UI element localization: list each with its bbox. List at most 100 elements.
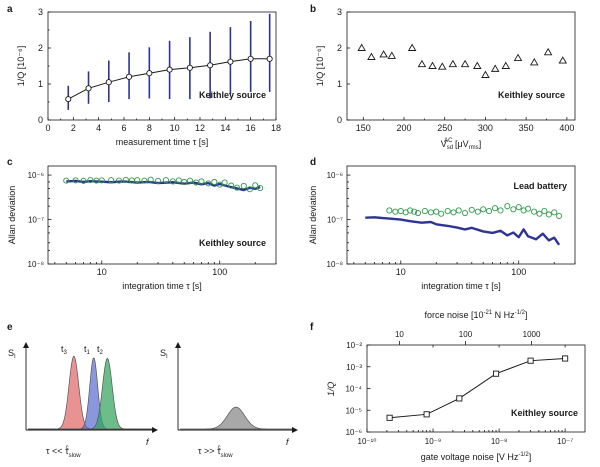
data-point-circle (246, 186, 253, 193)
y-tick-label: 10⁻⁷ (28, 216, 44, 225)
data-point-circle (536, 210, 543, 217)
data-point-triangle (473, 61, 482, 69)
x-tick-label: 250 (437, 123, 452, 133)
x-tick-label: 300 (478, 123, 493, 133)
data-point-triangle (428, 61, 437, 69)
x-tick-label: 150 (356, 123, 371, 133)
panel-e-right-ylabel: SI (160, 348, 168, 360)
data-point-circle (525, 205, 532, 212)
panel-c-annotation: Keithley source (199, 238, 266, 248)
y-tick-label: 10⁻³ (346, 363, 362, 372)
data-point-circle (427, 209, 434, 216)
top-x-tick-label: 1000 (523, 330, 541, 339)
data-point-circle (444, 208, 451, 215)
panel-b-annotation: Keithley source (498, 90, 565, 100)
data-point-circle (414, 209, 422, 217)
series-line (389, 357, 566, 419)
data-point-circle (205, 180, 212, 187)
panel-letter-c: c (7, 157, 13, 168)
data-point-triangle (448, 59, 458, 68)
panel-d-marks (365, 203, 563, 246)
data-point-triangle (481, 70, 490, 78)
data-point (126, 73, 133, 80)
data-point-square (423, 411, 430, 418)
panel-letter-f: f (310, 322, 314, 333)
data-point-circle (122, 176, 129, 183)
data-point-circle (474, 208, 481, 215)
data-point-circle (455, 207, 462, 214)
x-tick-label: 14 (220, 123, 230, 133)
data-point-triangle (558, 56, 568, 64)
peak-label-t3: t3 (61, 344, 68, 356)
panel-e-left-axes (23, 342, 158, 433)
panel-a-marks (65, 13, 273, 110)
peak-label-t1: t1 (84, 344, 91, 356)
data-point-circle (257, 185, 264, 192)
data-point-circle (497, 207, 504, 214)
panel-letter-d: d (310, 157, 316, 168)
data-point-circle (175, 177, 182, 184)
data-point-circle (198, 178, 205, 185)
x-tick-label: 10⁻⁷ (557, 437, 573, 446)
panel-a-annotation: Keithley source (199, 90, 266, 100)
panel-f-ylabel: 1/Q (326, 382, 336, 397)
data-point-circle (108, 177, 115, 184)
peak-broad (180, 406, 292, 430)
panel-d-annotation: Lead battery (513, 181, 567, 191)
data-point-circle (386, 207, 393, 214)
y-tick-label: 10⁻⁶ (346, 428, 362, 437)
data-point-triangle (437, 62, 447, 70)
data-point-circle (115, 177, 123, 184)
panel-f-top-xlabel: force noise [10-21 N Hz-1/2] (424, 310, 527, 320)
x-tick-label: 8 (147, 123, 152, 133)
data-point-circle (541, 208, 548, 215)
data-point-circle (504, 203, 511, 210)
panel-a-ylabel: 1/Q [10⁻⁶] (16, 46, 26, 86)
data-point-circle (155, 177, 162, 184)
x-tick-label: 2 (71, 123, 76, 133)
data-point-circle (80, 177, 87, 184)
data-point-circle (211, 178, 218, 186)
y-tick-label: 10⁻⁸ (327, 260, 344, 269)
x-tick-label: 100 (511, 267, 526, 277)
panel-d-ylabel: Allan deviation (308, 186, 318, 245)
data-point-circle (147, 176, 154, 183)
panel-b: 150 200 250 300 350 400 0 1 2 3 VsdAC [μVrms] 1/Q… (315, 7, 576, 151)
data-point (166, 66, 173, 73)
data-point-circle (480, 206, 487, 213)
panel-f-ticks: 10⁻¹⁰ 10⁻⁹ 10⁻⁸ 10⁻⁷ 10 100 1000 10⁻² 10⁻³ 10⁻⁴ 10… (345, 330, 573, 446)
data-point-circle (233, 184, 241, 191)
y-tick-label: 10⁻⁴ (345, 385, 362, 394)
data-point-circle (556, 212, 563, 220)
panel-e-left-ylabel: SI (8, 348, 16, 360)
data-point-circle (461, 209, 468, 217)
data-point (186, 64, 193, 71)
x-tick-label: 18 (271, 123, 281, 133)
y-tick-label: 10⁻² (346, 341, 362, 350)
data-point-circle (438, 210, 445, 217)
panel-d: 10 100 10⁻⁶ 10⁻⁷ 10⁻⁸ integration time τ [s]… (308, 165, 576, 291)
panel-a-xlabel: measurement time τ [s] (116, 137, 209, 147)
panel-c-xlabel: integration time τ [s] (122, 281, 202, 291)
data-point-square (493, 370, 500, 377)
data-point-square (562, 355, 569, 362)
data-point-circle (392, 208, 399, 215)
data-point-triangle (357, 43, 366, 51)
panel-b-ylabel: 1/Q [10⁻⁶] (315, 46, 325, 86)
panel-c-frame (47, 165, 277, 265)
data-point-circle (169, 178, 176, 185)
y-tick-label: 3 (38, 7, 43, 17)
panel-b-xlabel: VsdAC [μVrms] (441, 138, 481, 151)
panel-c-marks (63, 176, 264, 193)
x-tick-label: 4 (96, 123, 101, 133)
panel-c: 10 100 10⁻⁶ 10⁻⁷ 10⁻⁸ integration time τ [s]… (7, 165, 277, 291)
data-point-circle (551, 209, 558, 216)
panel-f-marks (386, 355, 569, 421)
x-tick-label: 200 (396, 123, 411, 133)
panel-d-frame (346, 165, 576, 265)
x-tick-label: 100 (212, 267, 227, 277)
data-point-triangle (543, 47, 553, 56)
y-tick-label: 0 (38, 115, 43, 125)
data-point-triangle (490, 64, 500, 72)
